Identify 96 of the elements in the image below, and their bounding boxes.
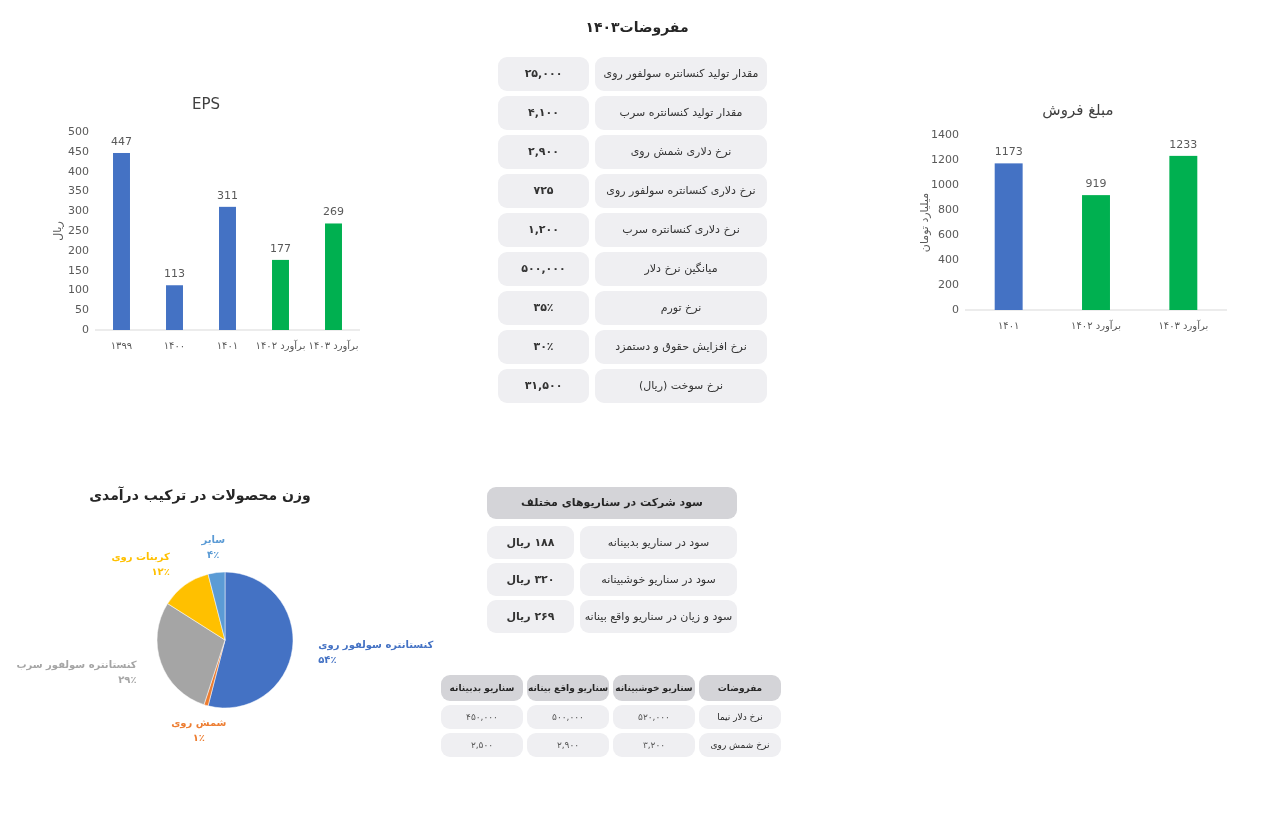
- x-tick-label: ۱۴۰۰: [163, 340, 186, 351]
- data-label: ۱٪: [192, 732, 205, 744]
- y-tick-label: 350: [68, 184, 89, 198]
- text: ۳۲۰ ریال: [506, 572, 555, 586]
- category-label: نرخ دلاری شمش روی: [630, 145, 732, 158]
- text: ۳۰٪: [533, 340, 554, 353]
- x-tick-label: برآورد ۱۴۰۲: [255, 339, 306, 352]
- slice-label: شمش روی: [171, 717, 227, 730]
- data-label: ۴٪: [207, 548, 220, 560]
- text: ۷۲۵: [533, 184, 554, 197]
- category-label: سناریو بدبینانه: [449, 682, 515, 694]
- bar: [113, 152, 130, 330]
- slice-label: کنستانتره سولفور روی: [318, 638, 434, 651]
- category-label: سود در سناریو خوشبینانه: [601, 572, 716, 586]
- text: ۴۵۰,۰۰۰: [466, 711, 498, 722]
- category-label: سناریو واقع بینانه: [527, 682, 609, 694]
- y-tick-label: 200: [938, 278, 959, 291]
- category-label: نرخ دلاری کنسانتره سولفور روی: [606, 184, 756, 197]
- y-tick-label: 100: [68, 283, 89, 297]
- category-label: مقدار تولید کنسانتره سولفور روی: [603, 67, 759, 80]
- text: ۵۰۰,۰۰۰: [521, 262, 566, 275]
- category-label: نرخ تورم: [660, 301, 702, 314]
- y-tick-label: 400: [68, 164, 89, 178]
- y-tick-label: 0: [82, 323, 89, 336]
- y-tick-label: 450: [68, 144, 89, 158]
- data-label: 447: [111, 134, 132, 148]
- text: ۵۲۰,۰۰۰: [638, 711, 670, 722]
- y-tick-label: 1400: [931, 128, 959, 141]
- category-label: نرخ سوخت (ریال): [638, 379, 724, 392]
- x-tick-label: برآورد ۱۴۰۲: [1071, 319, 1121, 332]
- text: ۱۸۸ ریال: [506, 535, 555, 549]
- category-label: میانگین نرخ دلار: [643, 262, 718, 275]
- category-label: سناریو خوشبینانه: [615, 682, 693, 694]
- data-label: 919: [1085, 177, 1107, 191]
- x-tick-label: ۱۴۰۱: [997, 320, 1020, 331]
- bar: [272, 259, 289, 330]
- bar: [994, 163, 1023, 310]
- y-tick-label: 300: [68, 204, 89, 218]
- text: مفروضات۱۴۰۳: [585, 19, 689, 36]
- chart-title: مبلغ فروش: [1042, 100, 1114, 119]
- data-label: ۲۹٪: [118, 673, 137, 685]
- text: ۲,۵۰۰: [470, 739, 494, 750]
- y-tick-label: 400: [938, 253, 959, 266]
- data-label: 1233: [1169, 137, 1198, 151]
- y-tick-label: 0: [952, 303, 959, 316]
- y-axis-title: ریال: [51, 221, 64, 241]
- x-tick-label: برآورد ۱۴۰۳: [308, 339, 359, 352]
- y-tick-label: 1200: [931, 153, 959, 166]
- text: سود شرکت در سناریوهای مختلف: [521, 496, 703, 509]
- text: ۴,۱۰۰: [527, 106, 560, 119]
- text: ۵۰۰,۰۰۰: [552, 711, 584, 722]
- data-label: 311: [217, 188, 238, 202]
- text: ۲,۹۰۰: [556, 739, 580, 750]
- bar: [219, 206, 236, 330]
- data-label: ۱۲٪: [151, 565, 170, 577]
- category-label: نرخ افزایش حقوق و دستمزد: [615, 340, 747, 353]
- bar: [166, 285, 183, 330]
- x-tick-label: برآورد ۱۴۰۳: [1158, 319, 1209, 332]
- slice-label: کنستانتره سولفور سرب: [16, 658, 137, 671]
- y-tick-label: 150: [68, 263, 89, 277]
- text: ۱,۲۰۰: [527, 223, 560, 236]
- category-label: نرخ دلاری کنسانتره سرب: [622, 223, 740, 236]
- data-label: ۵۴٪: [318, 653, 337, 665]
- bar: [1169, 155, 1198, 310]
- category-label: نرخ دلار نیما: [717, 711, 763, 722]
- category-label: نرخ شمش روی: [710, 739, 770, 750]
- bar: [325, 223, 342, 330]
- y-axis-title: میلیارد تومان: [918, 192, 931, 253]
- y-tick-label: 800: [938, 203, 959, 216]
- text: ۳۱,۵۰۰: [524, 379, 563, 392]
- data-label: 113: [164, 267, 185, 281]
- y-tick-label: 50: [75, 303, 89, 317]
- text: ۲,۹۰۰: [527, 145, 560, 158]
- data-label: 1173: [994, 145, 1023, 159]
- text: ۲۶۹ ریال: [506, 609, 555, 623]
- text: مفروضات: [717, 682, 763, 694]
- x-tick-label: ۱۳۹۹: [110, 340, 133, 351]
- y-tick-label: 250: [68, 224, 89, 237]
- slice-label: کربنات روی: [111, 550, 170, 563]
- chart-title: وزن محصولات در ترکیب درآمدی: [89, 486, 311, 504]
- y-tick-label: 600: [938, 228, 959, 241]
- slice-label: سایر: [200, 533, 226, 546]
- text: ۳۵٪: [533, 301, 554, 314]
- category-label: سود در سناریو بدبینانه: [607, 535, 710, 549]
- bar: [1082, 195, 1110, 310]
- data-label: 269: [323, 205, 344, 219]
- text: ۳,۲۰۰: [642, 739, 666, 750]
- y-tick-label: 200: [68, 243, 89, 257]
- data-label: 177: [270, 241, 291, 255]
- y-tick-label: 500: [68, 125, 89, 138]
- category-label: مقدار تولید کنسانتره سرب: [619, 106, 743, 119]
- text: ۲۵,۰۰۰: [524, 67, 563, 80]
- x-tick-label: ۱۴۰۱: [216, 340, 239, 351]
- y-tick-label: 1000: [931, 178, 959, 191]
- chart-title: EPS: [191, 94, 221, 113]
- category-label: سود و زیان در سناریو واقع بینانه: [584, 609, 733, 623]
